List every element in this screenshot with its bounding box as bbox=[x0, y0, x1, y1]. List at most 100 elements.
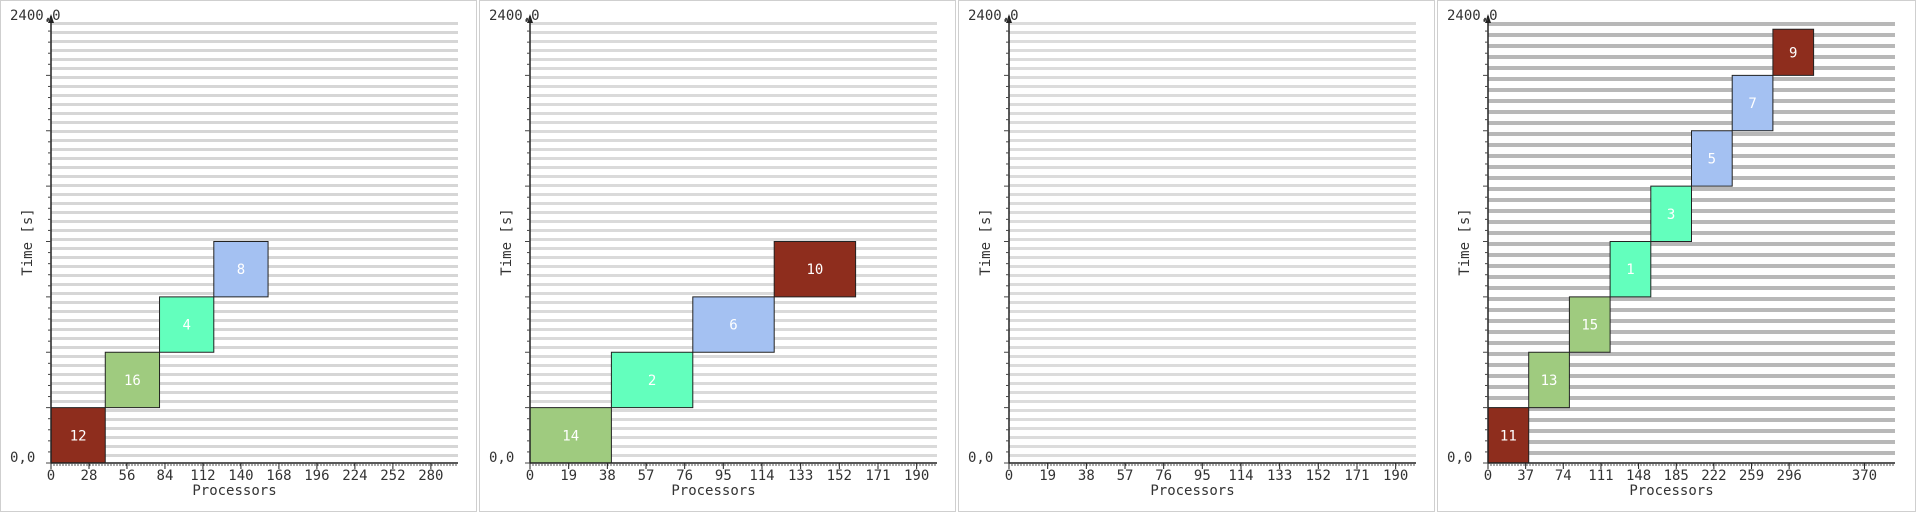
gantt-panel-1: 12 16 4 8 0 28 56 84 112 140 168 196 224 252 280 2400,0… bbox=[0, 0, 477, 512]
x-tick-label: 19 bbox=[560, 468, 577, 484]
grid-stripe bbox=[51, 22, 458, 25]
x-tick-label: 133 bbox=[1267, 468, 1292, 484]
task-block bbox=[610, 351, 694, 409]
x-tick-label: 76 bbox=[1155, 468, 1172, 484]
grid-stripe bbox=[1009, 427, 1416, 430]
x-tick-label: 224 bbox=[342, 468, 367, 484]
grid-stripe bbox=[51, 31, 458, 34]
grid-stripe bbox=[1488, 374, 1895, 378]
grid-stripe bbox=[1009, 202, 1416, 205]
task-label: 6 bbox=[729, 318, 737, 334]
grid-stripe bbox=[1009, 319, 1416, 322]
grid-stripe bbox=[530, 418, 937, 421]
task-block bbox=[529, 407, 612, 464]
grid-stripe bbox=[1009, 22, 1416, 25]
grid-stripe bbox=[51, 112, 458, 115]
task-label: 1 bbox=[1626, 262, 1634, 278]
task-block bbox=[1650, 185, 1693, 242]
task-label: 9 bbox=[1789, 45, 1797, 61]
grid-stripe bbox=[51, 121, 458, 124]
grid-stripe bbox=[530, 193, 937, 196]
grid-stripe bbox=[1009, 373, 1416, 376]
grid-stripe bbox=[51, 211, 458, 214]
grid-stripe bbox=[530, 373, 937, 376]
grid-stripe bbox=[530, 274, 937, 277]
grid-stripe bbox=[1009, 301, 1416, 304]
grid-stripe bbox=[51, 103, 458, 106]
task-block bbox=[692, 296, 775, 353]
grid-stripe bbox=[51, 337, 458, 340]
grid-stripe bbox=[530, 139, 937, 142]
x-tick-label: 56 bbox=[119, 468, 136, 484]
grid-stripe bbox=[530, 355, 937, 358]
y-axis-label: Time [s] bbox=[1457, 208, 1473, 275]
grid-stripe bbox=[530, 166, 937, 169]
x-tick-label: 190 bbox=[904, 468, 929, 484]
y-axis-arrow bbox=[1485, 14, 1491, 23]
y-axis-label: Time [s] bbox=[20, 208, 36, 275]
grid-stripe bbox=[1009, 121, 1416, 124]
grid-stripe bbox=[1488, 264, 1895, 268]
grid-stripe bbox=[51, 67, 458, 70]
x-tick-label: 74 bbox=[1555, 468, 1572, 484]
task-label: 10 bbox=[806, 262, 823, 278]
x-tick-label: 152 bbox=[827, 468, 852, 484]
grid-stripe bbox=[1009, 337, 1416, 340]
x-tick-label: 112 bbox=[190, 468, 215, 484]
x-tick-label: 190 bbox=[1383, 468, 1408, 484]
y-tick-label-bottom: 0,0 bbox=[489, 450, 514, 466]
y-tick-label-top: 2400,0 bbox=[10, 8, 61, 24]
grid-stripe bbox=[1009, 148, 1416, 151]
x-tick-label: 168 bbox=[266, 468, 291, 484]
grid-stripe bbox=[530, 94, 937, 97]
grid-stripe bbox=[1009, 112, 1416, 115]
grid-stripe bbox=[1488, 319, 1895, 323]
x-tick-label: 0 bbox=[1484, 468, 1492, 484]
x-axis-label: Processors bbox=[671, 483, 755, 499]
grid-stripe bbox=[530, 400, 937, 403]
grid-stripe bbox=[530, 238, 937, 241]
grid-stripes bbox=[1488, 22, 1895, 455]
grid-stripe bbox=[1009, 85, 1416, 88]
x-tick-label: 296 bbox=[1777, 468, 1802, 484]
grid-stripe bbox=[530, 454, 937, 457]
task-block bbox=[1772, 28, 1815, 76]
grid-stripe bbox=[530, 184, 937, 187]
grid-stripe bbox=[530, 202, 937, 205]
x-tick-label: 252 bbox=[380, 468, 405, 484]
grid-stripe bbox=[51, 94, 458, 97]
grid-stripe bbox=[530, 76, 937, 79]
grid-stripe bbox=[51, 328, 458, 331]
grid-stripe bbox=[530, 364, 937, 367]
task-block bbox=[50, 407, 106, 464]
task-label: 13 bbox=[1541, 373, 1558, 389]
x-tick-label: 84 bbox=[157, 468, 174, 484]
x-axis-label: Processors bbox=[1629, 483, 1713, 499]
grid-stripe bbox=[1488, 55, 1895, 59]
grid-stripe bbox=[530, 211, 937, 214]
task-block bbox=[1528, 351, 1570, 409]
grid-stripe bbox=[530, 382, 937, 385]
x-tick-label: 57 bbox=[638, 468, 655, 484]
x-axis-label: Processors bbox=[1150, 483, 1234, 499]
task-label: 7 bbox=[1748, 96, 1756, 112]
grid-stripes bbox=[530, 22, 937, 457]
grid-stripe bbox=[1488, 308, 1895, 312]
grid-stripe bbox=[51, 382, 458, 385]
task-label: 5 bbox=[1708, 151, 1716, 167]
grid-stripe bbox=[1009, 220, 1416, 223]
x-tick-label: 38 bbox=[1078, 468, 1095, 484]
grid-stripe bbox=[530, 391, 937, 394]
x-tick-label: 38 bbox=[599, 468, 616, 484]
grid-stripe bbox=[530, 436, 937, 439]
grid-stripes bbox=[1009, 22, 1416, 457]
x-tick-label: 0 bbox=[47, 468, 55, 484]
x-tick-label: 0 bbox=[1005, 468, 1013, 484]
grid-stripe bbox=[51, 193, 458, 196]
grid-stripe bbox=[1009, 58, 1416, 61]
task-label: 15 bbox=[1581, 318, 1598, 334]
x-tick-label: 76 bbox=[676, 468, 693, 484]
y-tick-label-bottom: 0,0 bbox=[968, 450, 993, 466]
grid-stripe bbox=[1009, 211, 1416, 214]
